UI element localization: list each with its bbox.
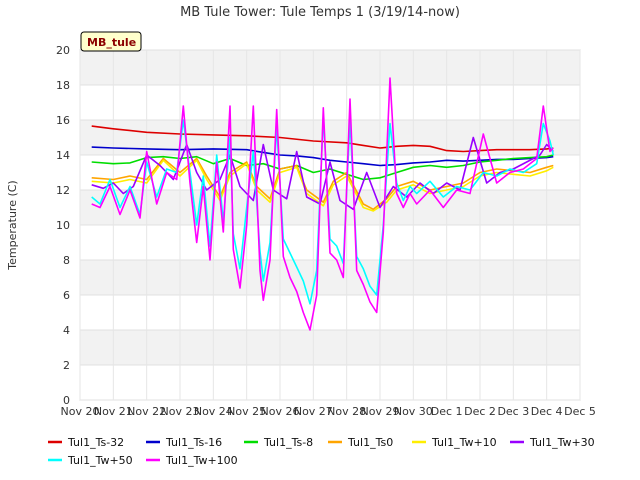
x-tick-label: Nov 27 <box>294 405 333 418</box>
y-tick-label: 2 <box>63 359 70 372</box>
series-lines <box>91 77 555 331</box>
legend-label-tul1-ts0: Tul1_Ts0 <box>347 436 393 449</box>
plot-band <box>80 85 580 120</box>
station-badge-label: MB_tule <box>87 36 136 49</box>
x-tick-label: Nov 26 <box>261 405 300 418</box>
legend-label-tul1-ts-8: Tul1_Ts-8 <box>263 436 313 449</box>
x-tick-label: Nov 28 <box>327 405 366 418</box>
y-tick-label: 10 <box>56 219 70 232</box>
series-line-tul1-tw-10 <box>91 159 554 212</box>
y-tick-label: 12 <box>56 184 70 197</box>
legend-label-tul1-ts-16: Tul1_Ts-16 <box>165 436 222 449</box>
y-tick-label: 14 <box>56 149 70 162</box>
x-tick-label: Nov 24 <box>194 405 233 418</box>
y-tick-label: 4 <box>63 324 70 337</box>
y-tick-label: 6 <box>63 289 70 302</box>
x-tick-label: Nov 30 <box>394 405 433 418</box>
x-tick-label: Nov 29 <box>361 405 400 418</box>
y-tick-label: 16 <box>56 114 70 127</box>
y-tick-label: 0 <box>63 394 70 407</box>
x-tick-label: Dec 2 <box>464 405 496 418</box>
legend-label-tul1-tw-50: Tul1_Tw+50 <box>67 454 133 467</box>
x-tick-label: Dec 5 <box>564 405 596 418</box>
chart-title: MB Tule Tower: Tule Temps 1 (3/19/14-now… <box>180 5 460 20</box>
legend-label-tul1-ts-32: Tul1_Ts-32 <box>67 436 124 449</box>
legend-label-tul1-tw-10: Tul1_Tw+10 <box>431 436 497 449</box>
x-tick-label: Dec 1 <box>431 405 463 418</box>
series-line-tul1-ts-8 <box>91 154 554 181</box>
plot-band <box>80 190 580 225</box>
x-tick-label: Nov 23 <box>161 405 200 418</box>
y-tick-label: 18 <box>56 79 70 92</box>
series-line-tul1-tw-100 <box>91 77 554 331</box>
station-badge: MB_tule <box>80 31 142 52</box>
y-tick-label: 8 <box>63 254 70 267</box>
legend-label-tul1-tw-30: Tul1_Tw+30 <box>529 436 595 449</box>
x-tick-label: Dec 3 <box>497 405 529 418</box>
plot-band <box>80 365 580 400</box>
x-tick-label: Nov 21 <box>94 405 133 418</box>
x-tick-label: Dec 4 <box>531 405 563 418</box>
plot-band <box>80 330 580 365</box>
y-axis-label: Temperature (C) <box>6 180 19 270</box>
series-line-tul1-ts-16 <box>91 146 554 167</box>
legend-label-tul1-tw-100: Tul1_Tw+100 <box>165 454 238 467</box>
station-badge-box <box>80 31 142 52</box>
legend: Tul1_Ts-32 Tul1_Ts-16 Tul1_Ts-8 Tul1_Ts0 Tul… <box>48 436 595 467</box>
plot-band <box>80 260 580 295</box>
y-tick-label: 20 <box>56 44 70 57</box>
x-tick-label: Nov 22 <box>127 405 166 418</box>
x-tick-label: Nov 25 <box>227 405 266 418</box>
plot-band <box>80 50 580 85</box>
y-tick-labels: 0 2 4 6 8 10 12 14 16 18 20 <box>56 44 70 407</box>
plot-band <box>80 295 580 330</box>
x-tick-label: Nov 20 <box>61 405 100 418</box>
